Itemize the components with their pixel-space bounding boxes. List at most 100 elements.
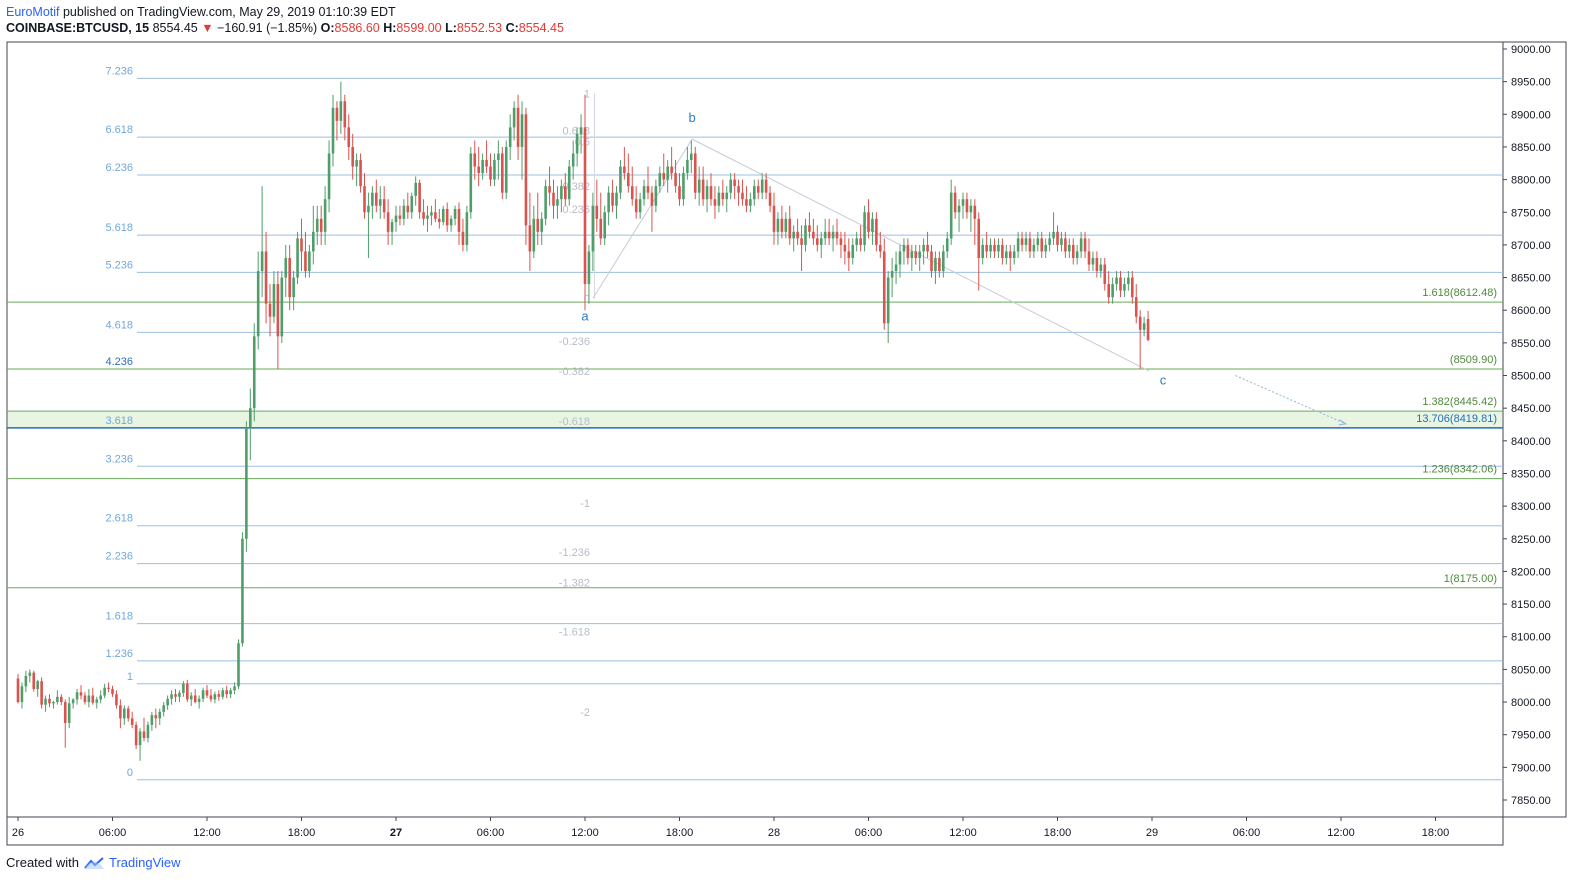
candle-body: [71, 699, 75, 704]
candle-body: [493, 160, 496, 180]
candle: [359, 153, 362, 193]
candle-body: [646, 186, 650, 193]
candle-body: [426, 215, 429, 219]
candle-body: [847, 251, 851, 258]
candle-body: [776, 218, 780, 232]
candle: [304, 231, 307, 278]
candle-body: [315, 218, 319, 232]
candle-body: [910, 251, 914, 258]
candle: [957, 199, 961, 232]
candle-body: [1024, 238, 1028, 245]
candle: [705, 179, 709, 213]
candle: [280, 271, 284, 343]
candle-body: [378, 199, 382, 206]
candle: [174, 688, 177, 703]
candle: [1056, 225, 1059, 252]
candle-body: [973, 205, 977, 219]
candle-body: [44, 698, 47, 705]
candle: [788, 205, 792, 245]
time-tick-label: 18:00: [1422, 827, 1450, 839]
candle: [406, 192, 410, 219]
price-tick-label: 8800.00: [1511, 175, 1551, 187]
time-tick-label: 18:00: [666, 827, 694, 839]
left-fib-label: 0: [127, 767, 133, 779]
candle: [989, 238, 992, 258]
candle-body: [682, 173, 685, 200]
candle-body: [1028, 238, 1032, 252]
candle-body: [182, 683, 185, 693]
tradingview-brand[interactable]: TradingView: [108, 855, 181, 870]
candle-body: [965, 199, 969, 213]
price-tick-label: 7850.00: [1511, 795, 1551, 807]
candle-body: [205, 690, 209, 696]
candle: [847, 238, 851, 272]
down-arrow-icon: ▼: [201, 21, 214, 35]
candle-body: [780, 218, 784, 232]
candle: [516, 94, 520, 161]
candle-body: [1083, 238, 1087, 252]
candle-body: [930, 251, 933, 272]
candle: [1146, 310, 1150, 342]
right-level-label: 1.236(8342.06): [1422, 464, 1497, 476]
candle-body: [284, 257, 288, 278]
candle-body: [134, 724, 138, 746]
candle: [245, 421, 248, 552]
candle-body: [764, 179, 768, 193]
candle-body: [481, 160, 484, 174]
candle-body: [524, 114, 528, 226]
candle: [367, 192, 370, 258]
candle: [95, 696, 99, 709]
candle: [812, 218, 815, 245]
price-tick-label: 8500.00: [1511, 371, 1551, 383]
candle-body: [768, 192, 772, 206]
mid-fib-label: 0.618: [562, 126, 590, 138]
candle-body: [871, 218, 874, 232]
candle-body: [512, 107, 516, 128]
candle-body: [170, 694, 173, 699]
candle-body: [398, 215, 402, 219]
candle-body: [126, 708, 130, 719]
candle-body: [548, 186, 551, 193]
candle-body: [753, 186, 756, 200]
candle-body: [252, 336, 256, 409]
candle: [949, 179, 953, 245]
candle-body: [579, 127, 583, 134]
author-link[interactable]: EuroMotif: [6, 5, 60, 19]
candle-body: [430, 212, 433, 216]
left-fib-label: 6.618: [105, 124, 133, 136]
candle-body: [890, 271, 894, 278]
candle: [241, 532, 244, 647]
candle-body: [705, 186, 709, 200]
candle-body: [508, 127, 512, 147]
candle: [339, 81, 343, 134]
candle-body: [989, 244, 992, 252]
candle: [221, 687, 225, 700]
open-value: 8586.60: [334, 21, 380, 35]
candle: [134, 721, 138, 750]
candle-body: [359, 160, 362, 187]
candle: [725, 186, 729, 213]
candle-body: [855, 238, 858, 245]
candle-body: [178, 692, 181, 697]
wave-label-a: a: [581, 309, 589, 324]
candle: [264, 231, 268, 324]
time-tick-label: 12:00: [1327, 827, 1355, 839]
candle-body: [879, 244, 882, 252]
candle: [776, 212, 780, 245]
candle-body: [1060, 238, 1063, 245]
candle-body: [237, 643, 240, 687]
candle: [327, 140, 331, 213]
candle: [48, 694, 51, 708]
mid-fib-label: -1.618: [559, 627, 590, 639]
candle-body: [414, 182, 417, 196]
plot-frame: [6, 41, 1504, 818]
created-with-label: Created with: [6, 855, 79, 870]
candle-body: [410, 195, 414, 213]
tradingview-logo-icon[interactable]: [83, 856, 105, 870]
candle: [780, 205, 784, 239]
candle: [745, 186, 748, 213]
candle: [1052, 212, 1055, 245]
candle: [323, 186, 327, 245]
left-fib-label: 6.236: [105, 162, 133, 174]
